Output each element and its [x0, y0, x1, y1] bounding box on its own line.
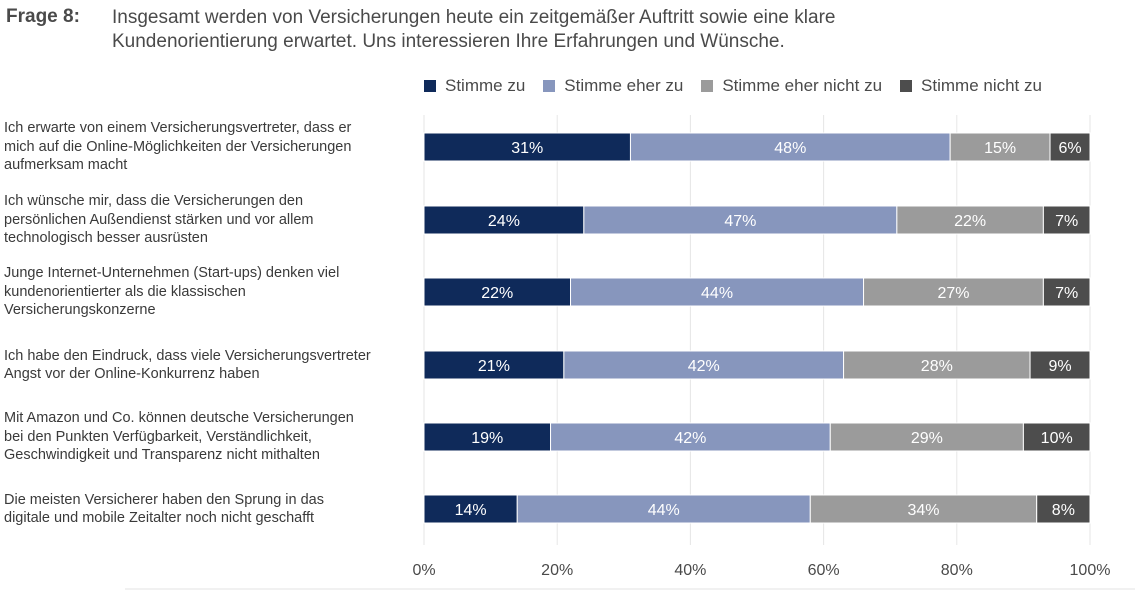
bar-data-label: 48% — [774, 140, 806, 157]
legend-item: Stimme nicht zu — [900, 76, 1042, 96]
chart-legend: Stimme zu Stimme eher zu Stimme eher nicht… — [424, 76, 1060, 96]
bar-segment — [863, 277, 1044, 307]
bar-segment — [809, 494, 1038, 524]
legend-swatch — [701, 80, 714, 92]
category-label-line: Die meisten Versicherer haben den Sprung… — [4, 491, 324, 508]
bar-segment — [423, 422, 552, 452]
bar-segment — [1042, 205, 1091, 235]
bar-data-label: 22% — [954, 213, 986, 230]
legend-item: Stimme eher nicht zu — [701, 76, 882, 96]
category-label: Ich erwarte von einem Versicherungsvertr… — [4, 119, 416, 175]
legend-label: Stimme zu — [445, 76, 526, 95]
question-text-line-2: Kundenorientierung erwartet. Uns interes… — [112, 31, 785, 52]
x-tick-label: 60% — [808, 562, 840, 579]
category-label-line: digitale und mobile Zeitalter noch nicht… — [4, 510, 315, 526]
category-label: Ich wünsche mir, dass die Versicherungen… — [4, 192, 416, 248]
bar-data-label: 44% — [701, 285, 733, 302]
x-tick-label: 100% — [1070, 562, 1111, 579]
bar-data-label: 31% — [511, 140, 543, 157]
bar-segment — [516, 494, 811, 524]
category-label-line: Versicherungskonzerne — [4, 302, 156, 319]
category-label: Ich habe den Eindruck, dass viele Versic… — [4, 347, 416, 384]
bar-data-label: 7% — [1055, 213, 1078, 230]
bar-segment — [1036, 494, 1091, 524]
category-label: Die meisten Versicherer haben den Sprung… — [4, 491, 416, 528]
category-label-line: kundenorientierter als die klassischen — [4, 283, 246, 300]
legend-item: Stimme zu — [424, 76, 525, 96]
bar-segment — [423, 350, 565, 380]
category-label-line: Ich wünsche mir, dass die Versicherungen… — [4, 193, 304, 210]
bar-data-label: 14% — [455, 502, 487, 519]
legend-label: Stimme eher zu — [564, 76, 684, 95]
category-label-line: Geschwindigkeit und Transparenz nicht mi… — [4, 447, 320, 464]
x-tick-label: 20% — [541, 562, 573, 579]
bar-segment — [583, 205, 898, 235]
bar-segment — [1042, 277, 1091, 307]
bar-segment — [423, 205, 585, 235]
question-text: Insgesamt werden von Versicherungen heut… — [112, 6, 1122, 54]
category-label-line: bei den Punkten Verfügbarkeit, Verständl… — [4, 428, 312, 445]
bar-data-label: 34% — [907, 502, 939, 519]
bar-data-label: 44% — [648, 502, 680, 519]
legend-item: Stimme eher zu — [543, 76, 683, 96]
bar-data-label: 8% — [1052, 502, 1075, 519]
bar-data-label: 42% — [674, 430, 706, 447]
bar-segment — [1049, 132, 1091, 162]
bar-segment — [629, 132, 951, 162]
bar-data-label: 47% — [724, 213, 756, 230]
bar-segment — [423, 132, 631, 162]
category-label-line: Angst vor der Online-Konkurrenz haben — [4, 366, 260, 382]
category-label: Mit Amazon und Co. können deutsche Versi… — [4, 409, 416, 465]
x-tick-label: 40% — [674, 562, 706, 579]
bar-data-label: 22% — [481, 285, 513, 302]
bar-data-label: 7% — [1055, 285, 1078, 302]
bar-data-label: 15% — [984, 140, 1016, 157]
bar-data-label: 29% — [911, 430, 943, 447]
category-label-line: Junge Internet-Unternehmen (Start-ups) d… — [4, 265, 340, 282]
bar-segment — [1022, 422, 1091, 452]
legend-swatch — [543, 80, 556, 92]
category-label-line: aufmerksam macht — [4, 157, 128, 174]
bar-data-label: 19% — [471, 430, 503, 447]
question-label: Frage 8: — [6, 6, 80, 27]
bar-segment — [829, 422, 1024, 452]
question-text-line-1: Insgesamt werden von Versicherungen heut… — [112, 7, 836, 28]
bar-segment — [1029, 350, 1091, 380]
bar-data-label: 28% — [921, 358, 953, 375]
x-tick-label: 80% — [941, 562, 973, 579]
category-label: Junge Internet-Unternehmen (Start-ups) d… — [4, 264, 416, 320]
bar-segment — [423, 277, 572, 307]
bar-segment — [896, 205, 1044, 235]
bar-data-label: 10% — [1041, 430, 1073, 447]
category-label-line: mich auf die Online-Möglichkeiten der Ve… — [4, 138, 352, 155]
x-tick-label: 0% — [412, 562, 435, 579]
legend-label: Stimme nicht zu — [921, 76, 1042, 95]
bar-data-label: 27% — [937, 285, 969, 302]
category-label-line: persönlichen Außendienst stärken und vor… — [4, 211, 314, 228]
legend-swatch — [900, 80, 913, 92]
bar-segment — [843, 350, 1031, 380]
bar-segment — [570, 277, 865, 307]
category-label-line: Ich habe den Eindruck, dass viele Versic… — [4, 347, 371, 364]
bar-data-label: 6% — [1058, 140, 1081, 157]
bar-data-label: 21% — [478, 358, 510, 375]
legend-label: Stimme eher nicht zu — [722, 76, 883, 95]
bar-data-label: 42% — [688, 358, 720, 375]
legend-swatch — [424, 80, 436, 92]
bar-data-label: 9% — [1048, 358, 1071, 375]
bar-data-label: 24% — [488, 213, 520, 230]
category-label-line: Ich erwarte von einem Versicherungsvertr… — [4, 120, 352, 137]
category-label-line: technologisch besser ausrüsten — [4, 230, 208, 247]
category-label-line: Mit Amazon und Co. können deutsche Versi… — [4, 410, 354, 427]
